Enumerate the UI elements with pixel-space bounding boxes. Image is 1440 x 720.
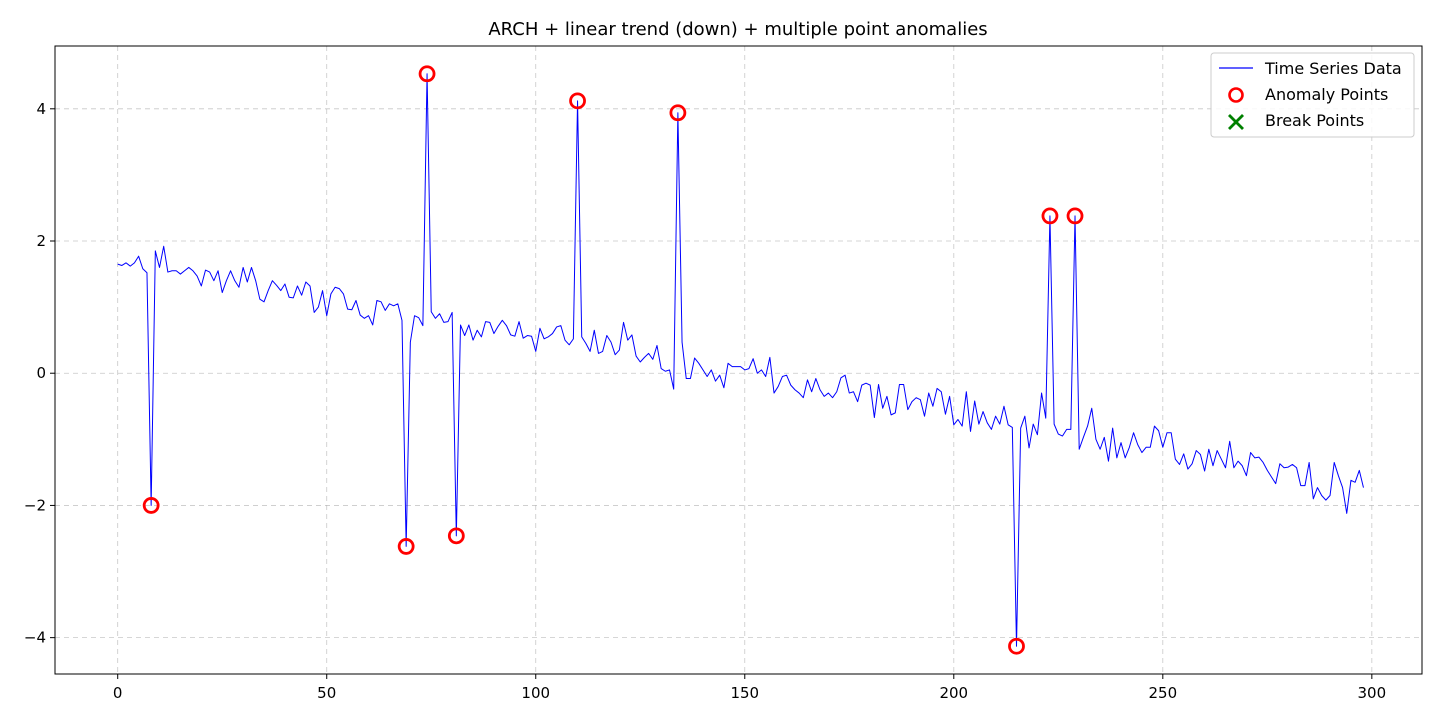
- grid: [55, 46, 1422, 674]
- x-tick-label: 0: [113, 684, 123, 702]
- x-tick-label: 50: [317, 684, 336, 702]
- x-tick-label: 100: [521, 684, 550, 702]
- anomaly-point: [569, 92, 586, 110]
- x-tick-label: 150: [730, 684, 759, 702]
- y-tick-label: 4: [36, 100, 46, 118]
- anomaly-point: [669, 104, 687, 122]
- anomaly-point: [142, 497, 160, 514]
- anomaly-point: [447, 527, 465, 545]
- legend-break-swatch: [1228, 114, 1244, 130]
- anomaly-point: [1041, 207, 1059, 225]
- y-tick-label: −4: [24, 629, 46, 647]
- legend-label-anomaly: Anomaly Points: [1265, 85, 1388, 104]
- plot-markers: [142, 65, 1084, 655]
- chart-title: ARCH + linear trend (down) + multiple po…: [488, 19, 987, 40]
- series-line-time-series-data: [117, 73, 1364, 647]
- anomaly-point: [1008, 637, 1025, 655]
- legend-box: [1210, 52, 1415, 138]
- legend: Time Series Data Anomaly Points Break Po…: [1210, 52, 1415, 138]
- y-tick-label: 2: [36, 232, 46, 250]
- plot-frame: [54, 45, 1423, 675]
- anomaly-point: [1066, 207, 1084, 225]
- legend-label-series: Time Series Data: [1264, 59, 1402, 78]
- legend-anomaly-swatch: [1228, 87, 1244, 103]
- legend-label-break: Break Points: [1265, 111, 1364, 130]
- anomaly-point: [397, 538, 415, 555]
- x-axis-ticks: 0 50 100 150 200 250 300: [113, 674, 1386, 702]
- y-axis-ticks: −4 −2 0 2 4: [24, 100, 55, 647]
- plot-lines: [117, 73, 1364, 647]
- anomaly-point: [418, 65, 436, 83]
- x-tick-label: 300: [1358, 684, 1387, 702]
- y-tick-label: 0: [36, 364, 46, 382]
- x-tick-label: 200: [939, 684, 968, 702]
- x-tick-label: 250: [1148, 684, 1177, 702]
- y-tick-label: −2: [24, 496, 46, 514]
